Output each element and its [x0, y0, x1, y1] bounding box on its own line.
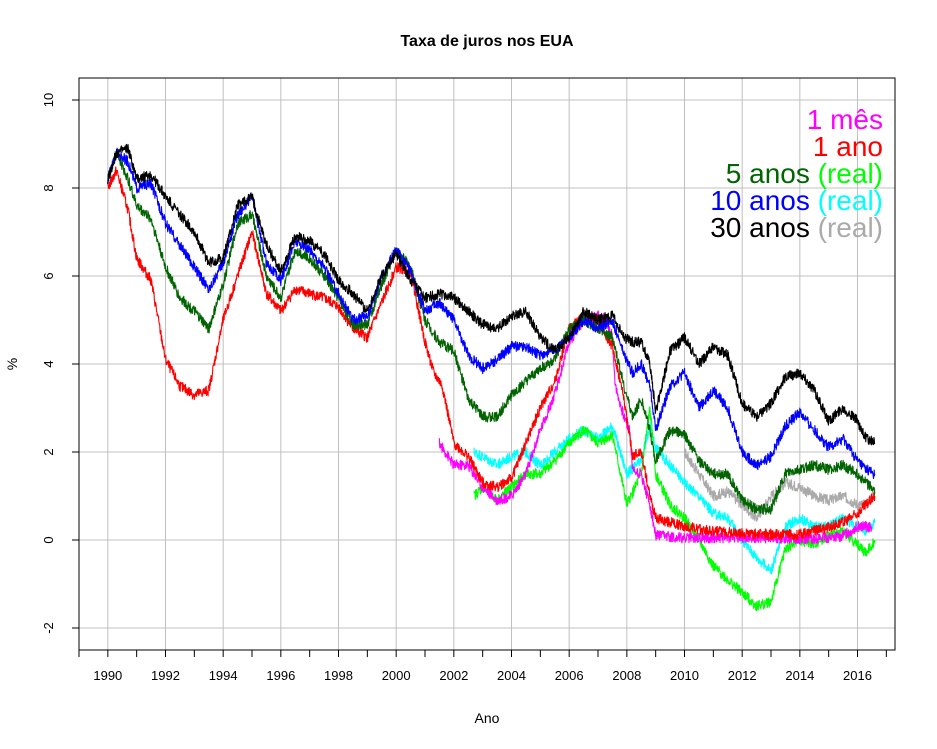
- y-tick-label: 8: [41, 184, 56, 191]
- x-tick-label: 1998: [324, 668, 353, 683]
- x-tick-label: 2014: [785, 668, 814, 683]
- legend-entry-text: 1 ano: [813, 131, 883, 162]
- x-tick-label: 2010: [670, 668, 699, 683]
- legend-entry: 1 ano: [813, 131, 883, 162]
- legend-entry: 1 mês: [807, 104, 883, 135]
- y-tick-label: 6: [41, 272, 56, 279]
- x-axis: 1990 1992 1994 1996 1998 2000 2002 2004 2006 2008…: [78, 650, 887, 683]
- legend-entry: 10 anos (real): [710, 185, 883, 216]
- x-tick-label: 1994: [209, 668, 238, 683]
- x-tick-label: 1996: [266, 668, 295, 683]
- series-lines: [107, 143, 876, 612]
- series-5-anos: [107, 149, 876, 515]
- legend-entry-text: 30 anos: [710, 212, 810, 243]
- y-tick-label: -2: [41, 622, 56, 634]
- legend-entry-text: 10 anos: [710, 185, 810, 216]
- y-tick-label: 10: [41, 93, 56, 107]
- series-1-ano: [107, 166, 876, 541]
- legend-entry: 5 anos (real): [726, 158, 883, 189]
- x-axis-label: Ano: [475, 710, 500, 726]
- legend-entry-text: (real): [810, 185, 883, 216]
- x-tick-label: 2004: [497, 668, 526, 683]
- legend-entry-text: (real): [810, 212, 883, 243]
- series-10-anos-real: [473, 421, 876, 575]
- x-tick-label: 2016: [843, 668, 872, 683]
- y-tick-label: 4: [41, 360, 56, 367]
- legend-entry: 30 anos (real): [710, 212, 883, 243]
- x-tick-label: 1992: [151, 668, 180, 683]
- y-tick-label: 2: [41, 448, 56, 455]
- x-tick-label: 2008: [612, 668, 641, 683]
- y-axis: -2 0 2 4 6 8 10: [41, 93, 79, 634]
- legend-entry-text: (real): [810, 158, 883, 189]
- x-tick-label: 2006: [555, 668, 584, 683]
- x-tick-label: 1990: [93, 668, 122, 683]
- x-tick-label: 2002: [439, 668, 468, 683]
- series-5-anos-real: [473, 406, 876, 612]
- x-tick-label: 2012: [728, 668, 757, 683]
- chart-title: Taxa de juros nos EUA: [400, 33, 574, 50]
- series-30-anos: [107, 143, 876, 446]
- x-tick-label: 2000: [382, 668, 411, 683]
- y-tick-label: 0: [41, 536, 56, 543]
- y-axis-label: %: [4, 358, 20, 370]
- legend-entry-text: 1 mês: [807, 104, 883, 135]
- legend-entry-text: 5 anos: [726, 158, 810, 189]
